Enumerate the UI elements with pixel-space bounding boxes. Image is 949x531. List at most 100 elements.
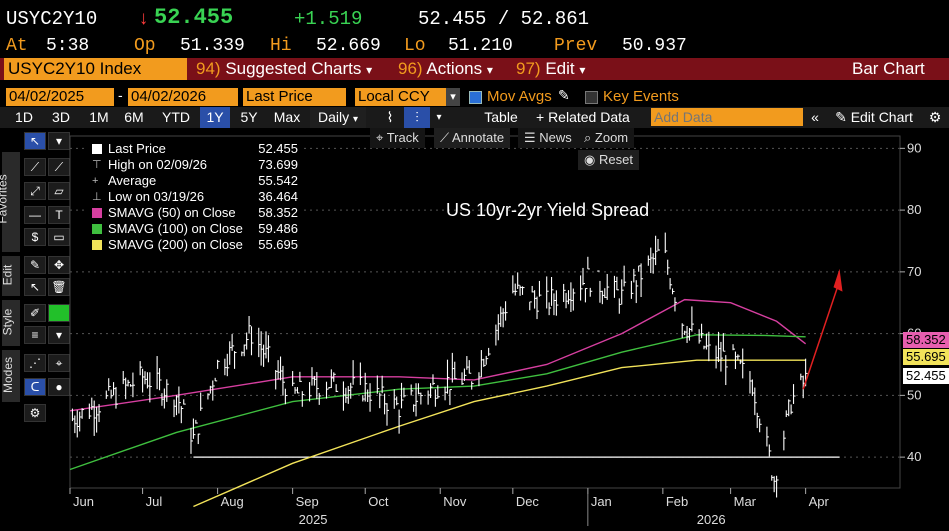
- tab-style[interactable]: Style: [0, 300, 20, 346]
- suggested-num: 94): [196, 59, 221, 78]
- currency-dropdown-icon[interactable]: ▾: [446, 88, 460, 106]
- dashed-line-icon[interactable]: ⋰: [24, 354, 46, 372]
- period-1y[interactable]: 1Y: [200, 107, 230, 128]
- period-ytd[interactable]: YTD: [162, 109, 190, 125]
- edit-chart-button[interactable]: ✎ Edit Chart: [835, 109, 913, 125]
- bar-chart-icon[interactable]: ⫶: [404, 107, 430, 128]
- open-label: Op: [134, 36, 156, 56]
- suggested-label: Suggested Charts: [225, 59, 362, 78]
- period-6m[interactable]: 6M: [124, 109, 144, 125]
- legend-swatch: ⊤: [92, 159, 102, 171]
- zoom-label: Zoom: [594, 130, 629, 145]
- trendline-icon[interactable]: ⟋: [24, 158, 46, 176]
- mov-avgs-checkbox[interactable]: [469, 91, 482, 104]
- actions-menu[interactable]: 96) Actions ▾: [398, 58, 493, 80]
- period-1d[interactable]: 1D: [15, 109, 33, 125]
- legend-value: 59.486: [258, 221, 298, 236]
- tab-modes[interactable]: Modes: [1, 350, 20, 402]
- horizontal-line-icon[interactable]: —: [24, 206, 46, 224]
- add-data-field[interactable]: [651, 108, 805, 126]
- pointer-icon[interactable]: ↖: [24, 132, 46, 150]
- collapse-icon[interactable]: «: [811, 109, 819, 125]
- x-year-label: 2025: [299, 512, 328, 527]
- moving-average-line: [69, 334, 806, 471]
- high-label: Hi: [270, 36, 292, 56]
- prev-label: Prev: [554, 36, 598, 56]
- crosshair-icon[interactable]: ⌖: [48, 354, 70, 372]
- draw-icon[interactable]: ✐: [24, 304, 46, 322]
- frequency-label: Daily: [317, 109, 350, 125]
- edit-chart-label: Edit Chart: [850, 109, 913, 125]
- tab-favorites[interactable]: Favorites: [0, 152, 20, 252]
- reset-button[interactable]: ◉ Reset: [578, 150, 639, 170]
- segment-icon[interactable]: ⤢: [24, 182, 46, 200]
- x-tick-label: Nov: [443, 494, 467, 509]
- y-tick-label: 80: [907, 202, 921, 217]
- annotate-button[interactable]: ⟋ Annotate: [434, 128, 511, 148]
- start-date-field[interactable]: 04/02/2025: [6, 88, 114, 106]
- field-selector[interactable]: Last Price: [243, 88, 346, 106]
- select-icon[interactable]: ↖: [24, 278, 46, 296]
- ticker: USYC2Y10: [6, 8, 98, 30]
- tools-gear-icon[interactable]: ⚙: [24, 404, 46, 422]
- legend-item: SMAVG (100) on Close 59.486: [90, 221, 302, 237]
- y-tick-label: 90: [907, 140, 921, 155]
- period-3d[interactable]: 3D: [52, 109, 70, 125]
- edit-menu[interactable]: 97) Edit ▾: [516, 58, 585, 80]
- legend-value: 55.542: [258, 173, 298, 188]
- actions-label: Actions: [426, 59, 483, 78]
- tab-edit[interactable]: Edit: [0, 256, 20, 296]
- related-data-button[interactable]: + Related Data: [536, 109, 630, 125]
- x-tick-label: Feb: [666, 494, 688, 509]
- track-button[interactable]: ⌖ Track: [370, 128, 425, 148]
- dollar-icon[interactable]: $: [24, 228, 46, 246]
- key-events-checkbox[interactable]: [585, 91, 598, 104]
- legend-item: SMAVG (200) on Close 55.695: [90, 237, 302, 253]
- x-tick-label: Sep: [296, 494, 319, 509]
- price-badge: 58.352: [903, 332, 949, 348]
- period-1m[interactable]: 1M: [89, 109, 109, 125]
- zoom-button[interactable]: ⌕ Zoom: [578, 128, 635, 148]
- legend-swatch: [92, 144, 102, 154]
- news-button[interactable]: ☰ News: [518, 128, 578, 148]
- period-max[interactable]: Max: [273, 109, 301, 125]
- x-tick-label: Mar: [734, 494, 757, 509]
- open-value: 51.339: [180, 36, 245, 56]
- end-date-field[interactable]: 04/02/2026: [128, 88, 238, 106]
- table-button[interactable]: Table: [484, 109, 518, 125]
- x-tick-label: Jan: [591, 494, 612, 509]
- brush-icon[interactable]: ✎: [24, 256, 46, 274]
- dropdown-icon[interactable]: ▾: [48, 132, 70, 150]
- line-chart-icon[interactable]: ⌇: [386, 109, 394, 125]
- line-weight-icon[interactable]: ≡: [24, 326, 46, 344]
- add-data-input[interactable]: [651, 108, 805, 126]
- x-tick-label: Jun: [73, 494, 94, 509]
- pencil-icon[interactable]: ✎: [558, 87, 570, 103]
- mov-avgs-label: Mov Avgs: [487, 88, 552, 105]
- frequency-selector[interactable]: Daily ▾: [310, 107, 366, 128]
- period-5y[interactable]: 5Y: [240, 109, 258, 125]
- security-field[interactable]: USYC2Y10 Index: [4, 58, 187, 80]
- legend-name: Last Price: [108, 141, 166, 156]
- chart-style-dropdown-icon[interactable]: ▾: [436, 112, 442, 123]
- annotation-arrow[interactable]: [802, 280, 841, 390]
- currency-selector[interactable]: Local CCY: [355, 88, 447, 106]
- x-tick-label: Oct: [368, 494, 389, 509]
- x-tick-label: Aug: [221, 494, 244, 509]
- legend-swatch: ⊥: [92, 191, 102, 203]
- x-tick-label: Apr: [809, 494, 830, 509]
- prev-value: 50.937: [622, 36, 687, 56]
- x-tick-label: Jul: [146, 494, 163, 509]
- suggested-charts-menu[interactable]: 94) Suggested Charts ▾: [196, 58, 372, 80]
- palette-icon[interactable]: ●: [48, 378, 70, 396]
- legend-name: SMAVG (200) on Close: [108, 237, 243, 252]
- legend-value: 52.455: [258, 141, 298, 156]
- news-label: News: [539, 130, 572, 145]
- y-tick-label: 70: [907, 264, 921, 279]
- at-time: 5:38: [46, 36, 90, 56]
- settings-gear-icon[interactable]: ⚙: [928, 109, 942, 125]
- date-dash: -: [118, 87, 123, 103]
- quote-bar: USYC2Y10 ↓ 52.455 +1.519 52.455 / 52.861: [0, 0, 949, 36]
- legend-swatch: [92, 224, 102, 234]
- magnet-icon[interactable]: ᑕ: [24, 378, 46, 396]
